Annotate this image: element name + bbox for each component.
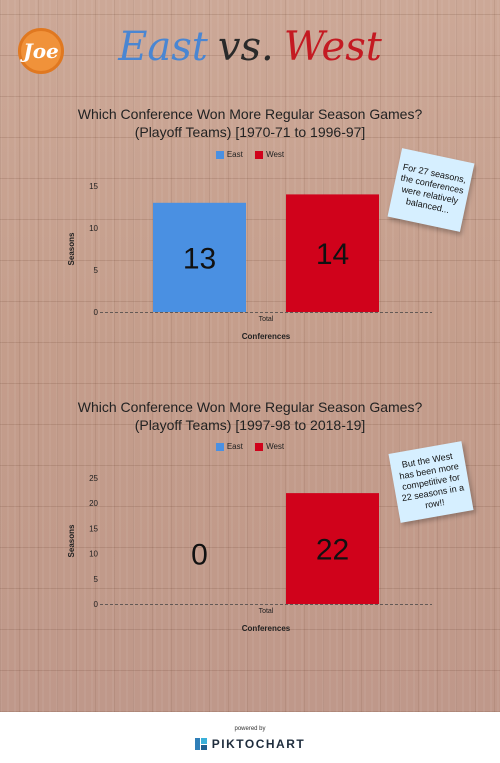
- y-tick-label: 5: [94, 575, 99, 584]
- bar-west: [286, 194, 379, 312]
- legend-east-swatch: [215, 442, 224, 451]
- y-tick-label: 0: [94, 600, 99, 609]
- y-axis-title: Seasons: [67, 524, 76, 557]
- piktochart-logo-icon: [194, 738, 207, 750]
- piktochart-label: PIKTOCHART: [211, 737, 306, 751]
- legend-west: West: [255, 442, 284, 451]
- chart-2-plot: 0 5 10 15 20 25 0 22 Total Conferences Seasons: [67, 474, 432, 633]
- headline-vs: vs.: [217, 24, 274, 70]
- headline-west: West: [283, 24, 382, 70]
- legend-east: East: [215, 442, 243, 451]
- chart-1-title: Which Conference Won More Regular Season…: [77, 106, 423, 122]
- legend-east: East: [215, 150, 243, 159]
- chart-2-legend: East West: [0, 442, 500, 453]
- piktochart-brand[interactable]: PIKTOCHART: [0, 737, 500, 751]
- x-axis-title: Conferences: [242, 624, 291, 633]
- headline: East vs. West: [0, 24, 500, 70]
- chart-2-title-block: Which Conference Won More Regular Season…: [0, 398, 500, 434]
- legend-east-label: East: [226, 150, 243, 159]
- y-tick-label: 15: [89, 524, 98, 533]
- y-tick-label: 15: [89, 182, 98, 191]
- chart-1-subtitle: (Playoff Teams) [1970-71 to 1996-97]: [134, 124, 366, 140]
- headline-east: East: [118, 24, 208, 70]
- note-west-competitive: But the West has been more competitive f…: [388, 441, 474, 523]
- chart-1-legend: East West: [0, 150, 500, 161]
- bar-west: [286, 493, 379, 604]
- y-tick-label: 5: [94, 266, 99, 275]
- chart-2-subtitle: (Playoff Teams) [1997-98 to 2018-19]: [134, 417, 366, 433]
- bar-east: [153, 202, 246, 312]
- x-axis-title: Conferences: [242, 332, 291, 341]
- data-label-east: 0: [191, 539, 208, 572]
- footer: [0, 712, 500, 763]
- legend-west-label: West: [266, 150, 285, 159]
- x-tick-label: Total: [259, 608, 274, 615]
- y-tick-label: 0: [94, 308, 99, 317]
- note-west-text: But the West has been more competitive f…: [398, 450, 465, 510]
- legend-east-swatch: [215, 150, 224, 159]
- x-tick-label: Total: [259, 316, 274, 323]
- data-label-east: 13: [183, 242, 216, 275]
- legend-west-swatch: [255, 442, 264, 451]
- data-label-west: 14: [316, 238, 349, 271]
- y-tick-label: 25: [89, 474, 98, 483]
- chart-1-plot: 0 5 10 15 13 14 Total Conferences Seasons: [67, 182, 432, 341]
- joe-logo: Joe: [18, 28, 64, 74]
- chart-1-title-block: Which Conference Won More Regular Season…: [0, 105, 500, 141]
- y-tick-label: 10: [89, 550, 98, 559]
- note-balanced-text: For 27 seasons, the conferences were rel…: [399, 161, 468, 216]
- legend-east-label: East: [226, 442, 243, 451]
- data-label-west: 22: [316, 534, 349, 567]
- chart-2-title: Which Conference Won More Regular Season…: [77, 399, 423, 415]
- powered-by: powered by: [234, 726, 266, 732]
- y-tick-label: 10: [89, 224, 98, 233]
- legend-west-swatch: [255, 150, 264, 159]
- y-axis-title: Seasons: [67, 232, 76, 265]
- y-tick-label: 20: [89, 499, 98, 508]
- note-balanced: For 27 seasons, the conferences were rel…: [387, 148, 475, 232]
- wood-background: [0, 0, 500, 712]
- legend-west-label: West: [266, 442, 285, 451]
- legend-west: West: [255, 150, 284, 159]
- logo-text: Joe: [23, 39, 59, 63]
